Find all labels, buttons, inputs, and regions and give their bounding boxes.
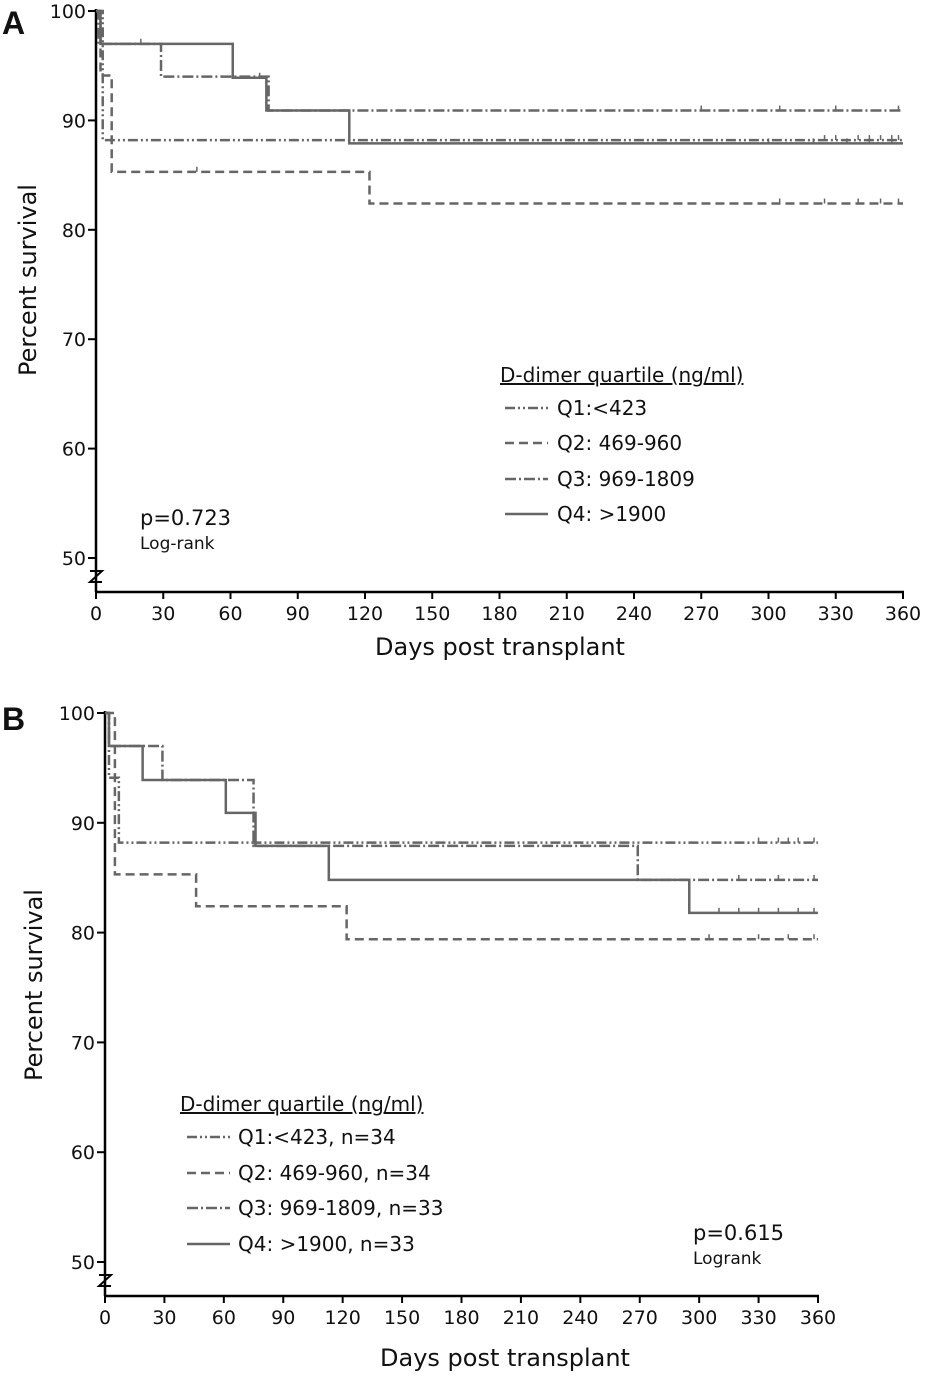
legend-title: D-dimer quartile (ng/ml) <box>180 1092 423 1116</box>
x-tick-label: 30 <box>151 603 175 625</box>
x-tick-label: 330 <box>818 603 854 625</box>
x-tick-label: 360 <box>800 1307 836 1329</box>
series-line-q1 <box>105 711 818 844</box>
x-tick-label: 120 <box>325 1307 361 1329</box>
x-tick-label: 150 <box>414 603 450 625</box>
x-tick-label: 240 <box>616 603 652 625</box>
x-tick-label: 60 <box>212 1307 236 1329</box>
x-tick-label: 240 <box>562 1307 598 1329</box>
y-tick-label: 80 <box>71 923 95 945</box>
x-tick-label: 210 <box>503 1307 539 1329</box>
x-tick-label: 270 <box>622 1307 658 1329</box>
series-line-q4 <box>105 711 818 915</box>
legend-entry-q1: Q1:<423, n=34 <box>238 1125 396 1149</box>
x-tick-label: 300 <box>681 1307 717 1329</box>
x-tick-label: 120 <box>347 603 383 625</box>
x-axis-label: Days post transplant <box>380 1344 630 1372</box>
series-line-q3 <box>105 711 818 882</box>
legend-entry-q4: Q4: >1900, n=33 <box>238 1232 415 1256</box>
x-tick-label: 30 <box>152 1307 176 1329</box>
y-tick-label: 70 <box>62 329 86 351</box>
x-tick-label: 180 <box>481 603 517 625</box>
x-tick-label: 90 <box>271 1307 295 1329</box>
y-tick-label: 90 <box>71 813 95 835</box>
legend-title: D-dimer quartile (ng/ml) <box>500 363 743 387</box>
y-tick-label: 50 <box>71 1252 95 1274</box>
panel-B: B 100 90 80 70 60 50 0 30 60 90 120 150 180 210 240 270 3… <box>2 701 836 1372</box>
y-axis-label: Percent survival <box>20 889 48 1081</box>
y-tick-label: 90 <box>62 110 86 132</box>
axis-break-icon <box>96 1274 114 1287</box>
series-line-q2 <box>96 9 903 205</box>
x-tick-label: 90 <box>286 603 310 625</box>
axis-break-icon <box>87 570 105 583</box>
y-tick-label: 50 <box>62 548 86 570</box>
y-tick-label: 60 <box>62 439 86 461</box>
p-value: p=0.615 <box>693 1221 784 1245</box>
legend-entry-q3: Q3: 969-1809 <box>557 467 695 491</box>
legend-entry-q2: Q2: 469-960 <box>557 431 682 455</box>
legend-entry-q2: Q2: 469-960, n=34 <box>238 1161 431 1185</box>
panel-A: A 100 90 80 70 60 50 0 30 60 90 120 150 180 210 240 270 3… <box>2 1 921 661</box>
test-name: Logrank <box>693 1249 762 1269</box>
legend-entry-q4: Q4: >1900 <box>557 502 666 526</box>
x-tick-label: 180 <box>443 1307 479 1329</box>
series-line-q3 <box>96 9 903 112</box>
y-tick-label: 100 <box>59 703 95 725</box>
x-tick-label: 360 <box>885 603 921 625</box>
x-tick-label: 210 <box>549 603 585 625</box>
panel-label: B <box>2 701 25 737</box>
y-tick-label: 100 <box>50 1 86 23</box>
test-name: Log-rank <box>140 534 215 554</box>
series-line-q2 <box>105 711 818 941</box>
legend-entry-q3: Q3: 969-1809, n=33 <box>238 1196 443 1220</box>
legend-entry-q1: Q1:<423 <box>557 396 647 420</box>
y-tick-label: 60 <box>71 1142 95 1164</box>
x-axis-label: Days post transplant <box>375 633 625 661</box>
x-tick-label: 300 <box>750 603 786 625</box>
y-tick-label: 80 <box>62 220 86 242</box>
x-tick-label: 270 <box>683 603 719 625</box>
panel-label: A <box>2 5 25 41</box>
series-line-q4 <box>96 9 903 145</box>
y-axis-label: Percent survival <box>14 184 42 376</box>
x-tick-label: 0 <box>90 603 102 625</box>
x-tick-label: 60 <box>218 603 242 625</box>
x-tick-label: 150 <box>384 1307 420 1329</box>
p-value: p=0.723 <box>140 506 231 530</box>
y-tick-label: 70 <box>71 1032 95 1054</box>
x-tick-label: 330 <box>740 1307 776 1329</box>
x-tick-label: 0 <box>99 1307 111 1329</box>
